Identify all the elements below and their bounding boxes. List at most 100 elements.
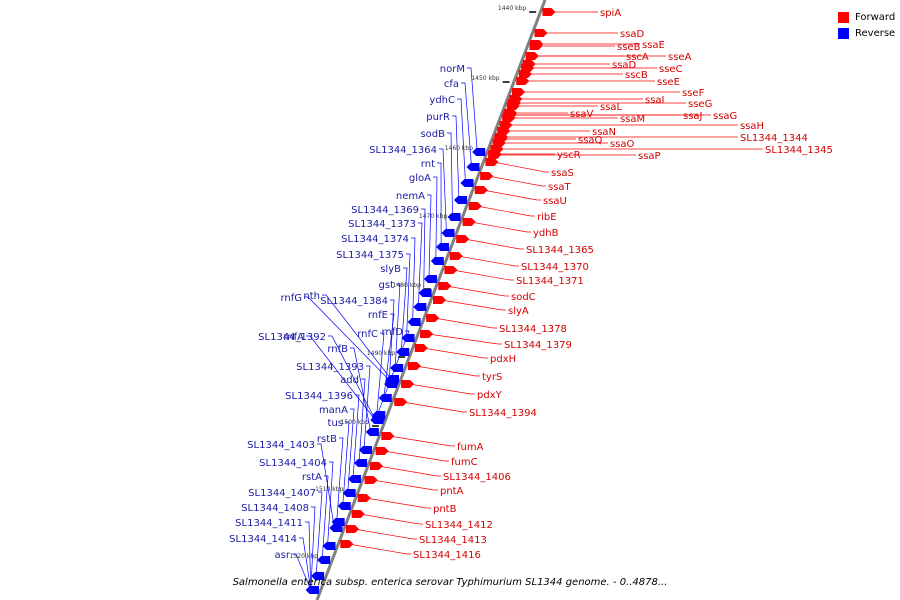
reverse-gene-mark bbox=[396, 348, 410, 356]
forward-gene-label: pdxY bbox=[477, 390, 503, 401]
forward-gene-label: pntA bbox=[440, 486, 464, 497]
forward-gene-mark bbox=[401, 380, 415, 388]
forward-gene-mark bbox=[525, 52, 539, 60]
reverse-gene-mark bbox=[436, 243, 450, 251]
reverse-gene-label: rnt bbox=[421, 159, 435, 170]
reverse-leader bbox=[350, 347, 372, 433]
forward-gene-label: ssaD bbox=[612, 60, 637, 71]
forward-gene-label: SL1344_1406 bbox=[443, 472, 511, 483]
forward-leader bbox=[359, 513, 423, 525]
reverse-leader bbox=[376, 330, 410, 416]
reverse-leader bbox=[336, 437, 344, 523]
reverse-gene-label: rnfA bbox=[283, 332, 304, 343]
reverse-gene-mark bbox=[441, 229, 455, 237]
reverse-leader bbox=[439, 148, 447, 234]
forward-gene-mark bbox=[449, 252, 463, 260]
forward-gene-label: pntB bbox=[433, 504, 457, 515]
forward-gene-label: ssaU bbox=[543, 196, 567, 207]
reverse-gene-mark bbox=[337, 502, 351, 510]
reverse-gene-mark bbox=[407, 318, 421, 326]
forward-gene-mark bbox=[518, 70, 532, 78]
forward-leader bbox=[389, 435, 455, 447]
forward-leader bbox=[372, 479, 438, 491]
reverse-leader bbox=[394, 283, 401, 369]
forward-gene-mark bbox=[480, 172, 494, 180]
forward-gene-label: SL1344_1345 bbox=[765, 145, 833, 156]
forward-leader bbox=[348, 543, 411, 555]
forward-leader bbox=[446, 285, 509, 297]
forward-gene-mark bbox=[375, 447, 389, 455]
reverse-gene-label: nemA bbox=[396, 191, 425, 202]
reverse-gene-mark bbox=[365, 428, 379, 436]
forward-gene-label: ssaN bbox=[592, 127, 616, 138]
tick-label: 1440 kbp bbox=[498, 5, 526, 12]
forward-leader bbox=[422, 347, 488, 359]
forward-gene-mark bbox=[364, 476, 378, 484]
reverse-gene-mark bbox=[447, 213, 461, 221]
reverse-leader bbox=[411, 237, 416, 323]
reverse-leader bbox=[437, 162, 442, 248]
reverse-leader bbox=[467, 67, 478, 153]
forward-leader bbox=[488, 175, 546, 187]
forward-gene-label: fumA bbox=[457, 442, 484, 453]
tick-label: 1460 kbp bbox=[445, 145, 473, 152]
reverse-gene-mark bbox=[342, 489, 356, 497]
forward-gene-mark bbox=[529, 42, 543, 50]
forward-gene-label: ssaS bbox=[551, 168, 574, 179]
reverse-leader bbox=[315, 491, 323, 577]
reverse-leader bbox=[427, 194, 432, 280]
forward-gene-label: yscR bbox=[557, 150, 581, 161]
forward-leader bbox=[457, 255, 519, 267]
forward-gene-label: SL1344_1412 bbox=[425, 520, 493, 531]
reverse-leader bbox=[358, 378, 366, 464]
forward-gene-label: spiA bbox=[600, 8, 621, 19]
reverse-leader bbox=[310, 506, 316, 591]
forward-gene-label: ssaL bbox=[600, 102, 623, 113]
forward-gene-label: SL1344_1370 bbox=[521, 262, 589, 273]
forward-leader bbox=[353, 528, 417, 540]
forward-gene-label: sseG bbox=[688, 99, 712, 110]
forward-gene-label: ribE bbox=[537, 212, 557, 223]
reverse-gene-label: rnfB bbox=[327, 344, 348, 355]
legend-reverse-label: Reverse bbox=[855, 27, 896, 39]
reverse-gene-label: norM bbox=[440, 64, 465, 75]
reverse-gene-mark bbox=[401, 334, 415, 342]
forward-gene-label: SL1344_1378 bbox=[499, 324, 567, 335]
reverse-leader bbox=[305, 521, 312, 591]
reverse-gene-label: rstA bbox=[302, 472, 322, 483]
forward-gene-mark bbox=[420, 330, 434, 338]
forward-leader bbox=[464, 238, 524, 250]
reverse-gene-label: tus bbox=[328, 418, 343, 429]
forward-gene-mark bbox=[426, 314, 440, 322]
forward-gene-mark bbox=[468, 202, 482, 210]
reverse-gene-label: rnfD bbox=[382, 327, 404, 338]
reverse-leader bbox=[447, 132, 453, 218]
reverse-gene-label: slyB bbox=[380, 264, 401, 275]
reverse-gene-mark bbox=[418, 289, 432, 297]
legend-forward-label: Forward bbox=[855, 11, 896, 23]
reverse-gene-label: cfa bbox=[444, 79, 459, 90]
forward-gene-label: SL1344_1379 bbox=[504, 340, 572, 351]
forward-gene-label: sscA bbox=[626, 52, 649, 63]
reverse-leader bbox=[376, 332, 385, 418]
reverse-leader bbox=[400, 267, 408, 353]
forward-gene-mark bbox=[485, 158, 499, 166]
forward-gene-label: pdxH bbox=[490, 354, 516, 365]
reverse-gene-label: SL1344_1393 bbox=[296, 362, 364, 373]
reverse-gene-mark bbox=[329, 524, 343, 532]
reverse-gene-label: SL1344_1396 bbox=[285, 391, 353, 402]
reverse-gene-label: gloA bbox=[409, 173, 431, 184]
forward-gene-mark bbox=[456, 235, 470, 243]
forward-gene-label: ssaI bbox=[645, 95, 665, 106]
reverse-gene-label: add bbox=[340, 375, 359, 386]
reverse-gene-mark bbox=[472, 148, 486, 156]
forward-gene-label: ydhB bbox=[533, 228, 559, 239]
reverse-swatch bbox=[838, 27, 849, 39]
forward-gene-label: ssaE bbox=[642, 40, 665, 51]
reverse-gene-mark bbox=[466, 163, 480, 171]
forward-gene-label: sodC bbox=[511, 292, 536, 303]
reverse-gene-mark bbox=[378, 394, 392, 402]
reverse-leader bbox=[452, 115, 460, 201]
forward-gene-mark bbox=[534, 29, 548, 37]
